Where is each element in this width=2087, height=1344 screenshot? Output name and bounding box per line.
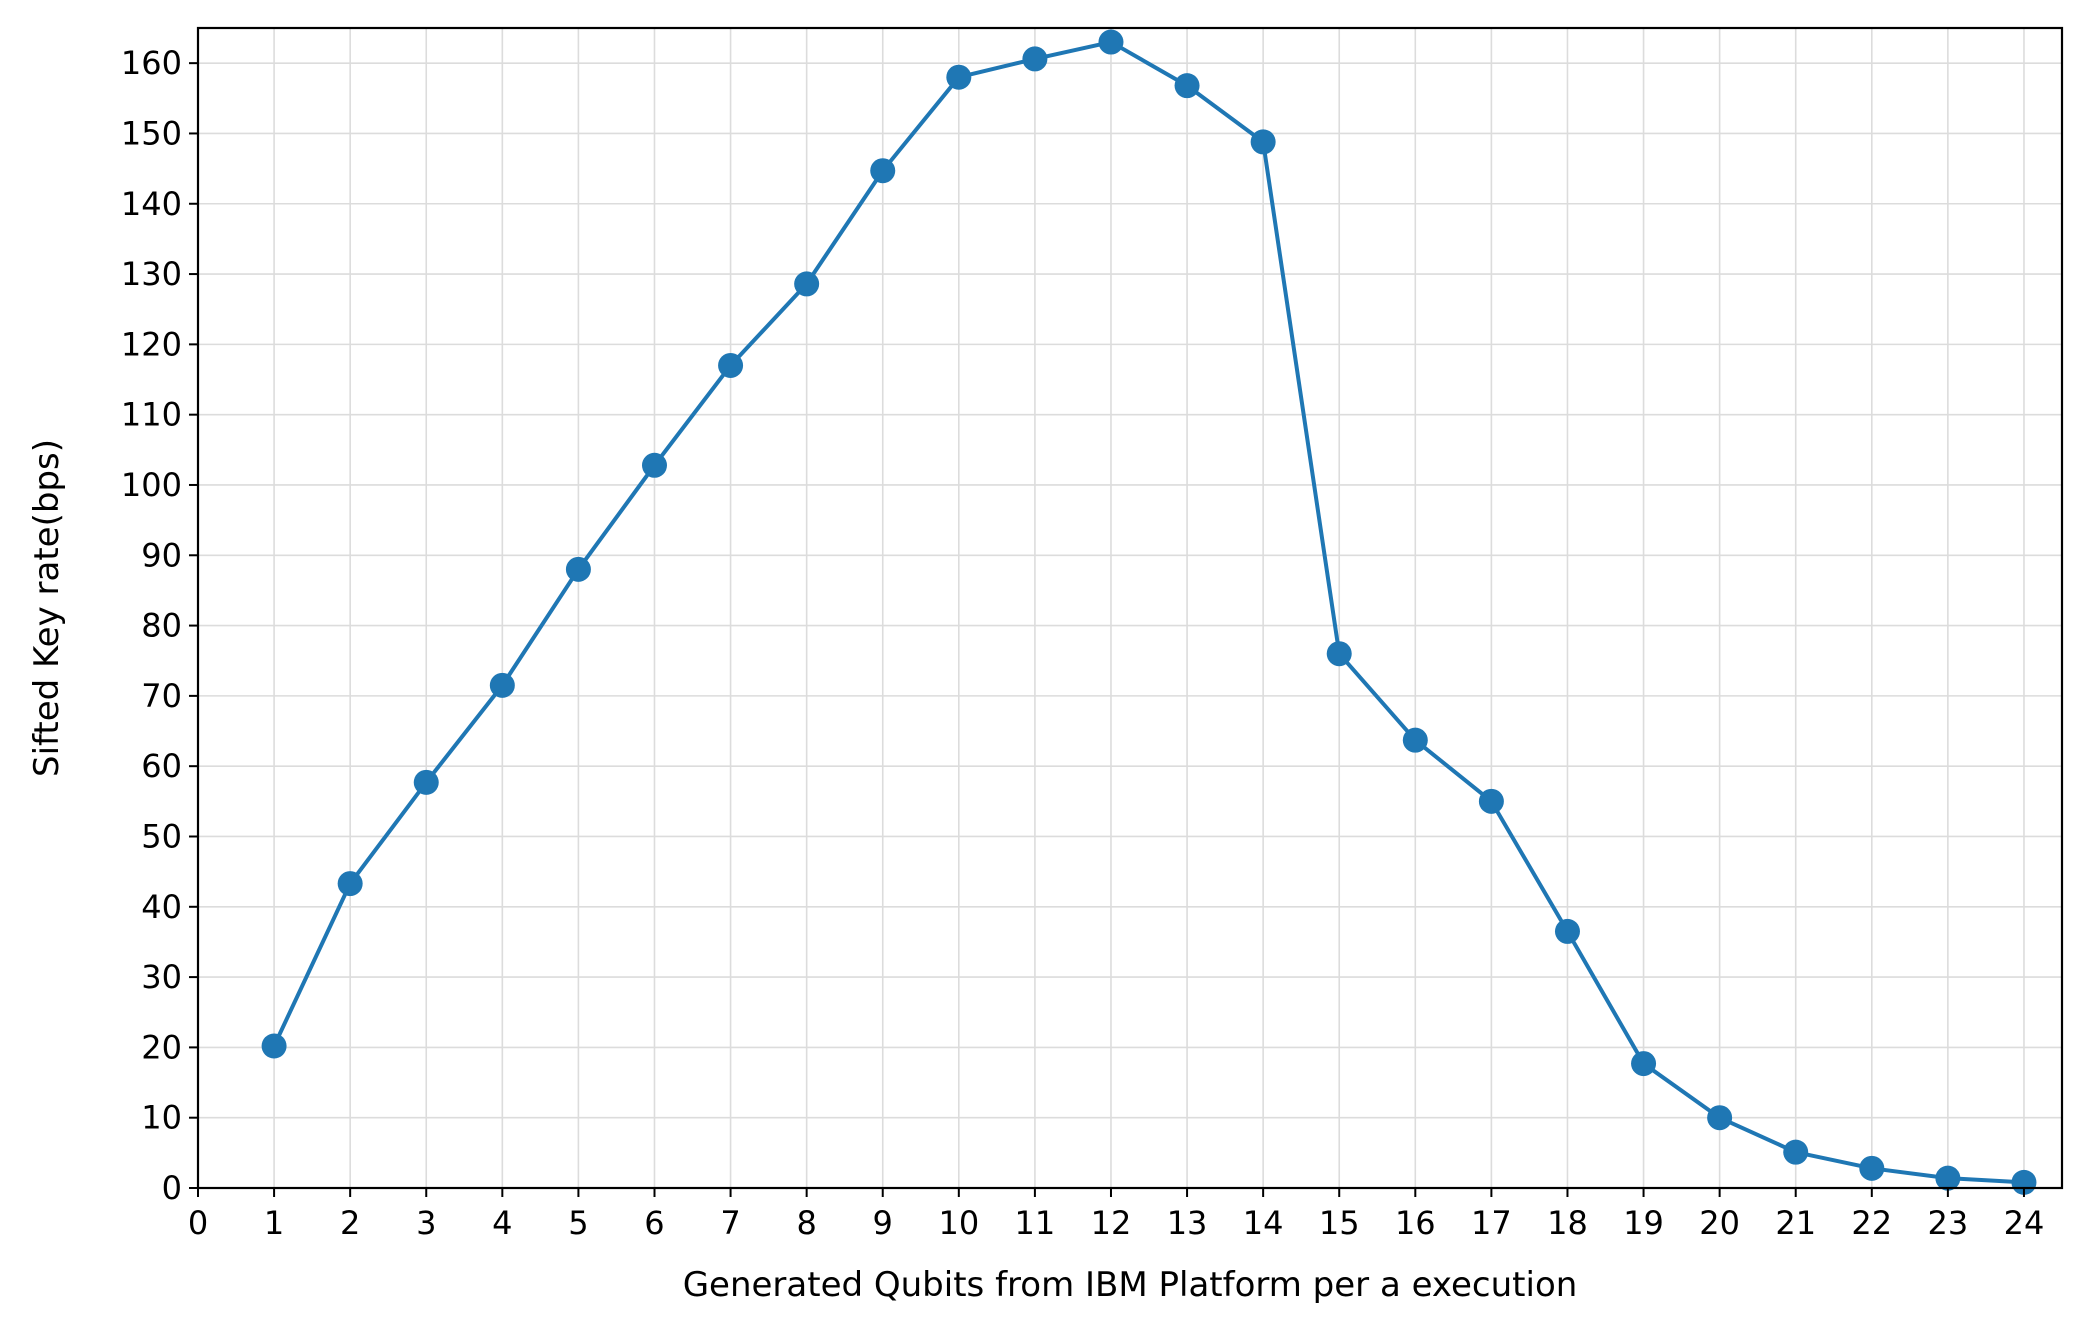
data-point <box>1783 1139 1809 1165</box>
data-point <box>565 556 591 582</box>
x-tick-label: 19 <box>1623 1204 1664 1242</box>
y-tick-label: 160 <box>121 44 182 82</box>
data-point <box>1707 1105 1733 1131</box>
y-tick-label: 120 <box>121 325 182 363</box>
y-tick-label: 100 <box>121 466 182 504</box>
data-point <box>489 672 515 698</box>
y-tick-label: 60 <box>141 747 182 785</box>
x-tick-label: 15 <box>1319 1204 1360 1242</box>
x-tick-label: 7 <box>720 1204 740 1242</box>
x-tick-label: 2 <box>340 1204 360 1242</box>
y-tick-label: 20 <box>141 1028 182 1066</box>
series-line <box>272 40 2026 1185</box>
data-point <box>337 871 363 897</box>
x-tick-label: 21 <box>1775 1204 1816 1242</box>
x-tick-label: 1 <box>264 1204 284 1242</box>
x-tick-label: 5 <box>568 1204 588 1242</box>
y-tick-label: 30 <box>141 958 182 996</box>
data-point <box>946 64 972 90</box>
x-tick-label: 20 <box>1699 1204 1740 1242</box>
y-tick-label: 80 <box>141 607 182 645</box>
x-tick-label: 8 <box>796 1204 816 1242</box>
y-tick-label: 110 <box>121 396 182 434</box>
y-tick-label: 150 <box>121 114 182 152</box>
x-tick-label: 24 <box>2004 1204 2045 1242</box>
x-tick-label: 4 <box>492 1204 512 1242</box>
y-tick-label: 50 <box>141 817 182 855</box>
x-tick-label: 16 <box>1395 1204 1436 1242</box>
x-tick-label: 3 <box>416 1204 436 1242</box>
data-point <box>1098 29 1124 55</box>
data-point <box>1174 73 1200 99</box>
data-point <box>1250 129 1276 155</box>
data-point <box>870 158 896 184</box>
x-tick-label: 23 <box>1928 1204 1969 1242</box>
y-axis-label: Sifted Key rate(bps) <box>27 439 67 777</box>
data-series <box>261 29 2037 1195</box>
data-point <box>1402 727 1428 753</box>
y-tick-label: 140 <box>121 185 182 223</box>
x-tick-label: 18 <box>1547 1204 1588 1242</box>
x-tick-label: 22 <box>1851 1204 1892 1242</box>
axis-ticks: 0 1 2 3 4 5 6 7 8 9 10 11 12 13 14 15 16 17 18 19 20 21 22 23 24… <box>121 44 2044 1242</box>
x-tick-label: 12 <box>1091 1204 1132 1242</box>
x-tick-label: 9 <box>873 1204 893 1242</box>
data-point <box>1935 1165 1961 1191</box>
x-tick-label: 10 <box>938 1204 979 1242</box>
y-tick-label: 40 <box>141 888 182 926</box>
data-point <box>1859 1155 1885 1181</box>
data-point <box>413 769 439 795</box>
data-point <box>718 352 744 378</box>
y-tick-label: 70 <box>141 677 182 715</box>
y-tick-label: 130 <box>121 255 182 293</box>
data-point <box>1554 918 1580 944</box>
x-tick-label: 0 <box>188 1204 208 1242</box>
data-point <box>641 452 667 478</box>
data-point <box>1478 788 1504 814</box>
y-tick-label: 10 <box>141 1099 182 1137</box>
x-tick-label: 6 <box>644 1204 664 1242</box>
x-tick-label: 11 <box>1015 1204 1056 1242</box>
x-tick-label: 17 <box>1471 1204 1512 1242</box>
data-point <box>1631 1051 1657 1077</box>
y-tick-label: 0 <box>162 1169 182 1207</box>
data-point <box>1022 46 1048 72</box>
data-point <box>261 1033 287 1059</box>
y-tick-label: 90 <box>141 536 182 574</box>
x-axis-label: Generated Qubits from IBM Platform per a… <box>683 1265 1578 1305</box>
plot-frame <box>196 26 2064 1190</box>
x-tick-label: 14 <box>1243 1204 1284 1242</box>
data-point <box>794 271 820 297</box>
data-point <box>1326 641 1352 667</box>
x-tick-label: 13 <box>1167 1204 1208 1242</box>
